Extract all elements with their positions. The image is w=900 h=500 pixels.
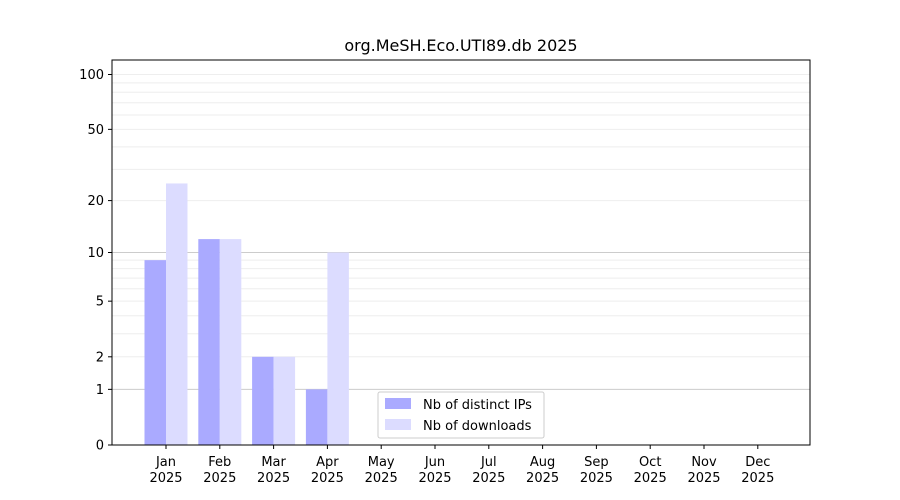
bar-downloads xyxy=(166,183,188,445)
x-tick-label-year: 2025 xyxy=(418,471,451,486)
x-tick-label-year: 2025 xyxy=(580,471,613,486)
x-tick-label-month: Oct xyxy=(639,455,661,470)
y-axis: 0 1 2 5 10 20 50 100 xyxy=(79,68,112,454)
bar-downloads xyxy=(219,239,242,445)
x-tick-label-year: 2025 xyxy=(365,471,398,486)
bar-downloads xyxy=(273,356,296,445)
x-tick-label-month: Nov xyxy=(691,455,717,470)
x-tick-label-month: Aug xyxy=(530,455,555,470)
x-tick-label-month: Jul xyxy=(480,455,497,470)
x-tick-label-year: 2025 xyxy=(149,471,182,486)
x-tick-label-year: 2025 xyxy=(472,471,505,486)
bar-distinct-ips xyxy=(198,239,220,445)
x-tick-label-year: 2025 xyxy=(634,471,667,486)
bar-downloads xyxy=(327,252,349,445)
bar-distinct-ips xyxy=(252,356,274,445)
x-tick-label-month: Dec xyxy=(745,455,770,470)
x-tick-label-month: May xyxy=(368,455,395,470)
x-tick-label-month: Mar xyxy=(261,455,286,470)
x-axis: Jan2025Feb2025Mar2025Apr2025May2025Jun20… xyxy=(149,445,774,486)
y-tick-label: 5 xyxy=(96,295,104,310)
bar-distinct-ips xyxy=(305,389,328,445)
x-tick-label-month: Feb xyxy=(208,455,231,470)
x-tick-label-month: Sep xyxy=(584,455,609,470)
y-tick-label: 50 xyxy=(87,123,104,138)
bar-distinct-ips xyxy=(144,260,166,445)
y-tick-label: 100 xyxy=(79,68,104,83)
x-tick-label-year: 2025 xyxy=(257,471,290,486)
legend-swatch-downloads xyxy=(385,419,411,430)
legend-label-downloads: Nb of downloads xyxy=(423,419,532,434)
x-tick-label-year: 2025 xyxy=(741,471,774,486)
chart-title: org.MeSH.Eco.UTI89.db 2025 xyxy=(344,36,577,55)
y-tick-label: 2 xyxy=(96,350,104,365)
x-tick-label-year: 2025 xyxy=(203,471,236,486)
legend-label-distinct-ips: Nb of distinct IPs xyxy=(423,398,532,413)
x-tick-label-year: 2025 xyxy=(311,471,344,486)
x-tick-label-month: Apr xyxy=(316,455,339,470)
bars-layer xyxy=(144,183,349,445)
legend-swatch-distinct-ips xyxy=(385,398,411,409)
x-tick-label-year: 2025 xyxy=(687,471,720,486)
legend: Nb of distinct IPs Nb of downloads xyxy=(377,391,545,439)
y-tick-label: 1 xyxy=(96,383,104,398)
x-tick-label-year: 2025 xyxy=(526,471,559,486)
legend-frame xyxy=(377,391,545,439)
y-tick-label: 20 xyxy=(87,194,104,209)
y-tick-label: 0 xyxy=(96,439,104,454)
y-tick-label: 10 xyxy=(87,246,104,261)
x-tick-label-month: Jan xyxy=(155,455,176,470)
x-tick-label-month: Jun xyxy=(424,455,445,470)
